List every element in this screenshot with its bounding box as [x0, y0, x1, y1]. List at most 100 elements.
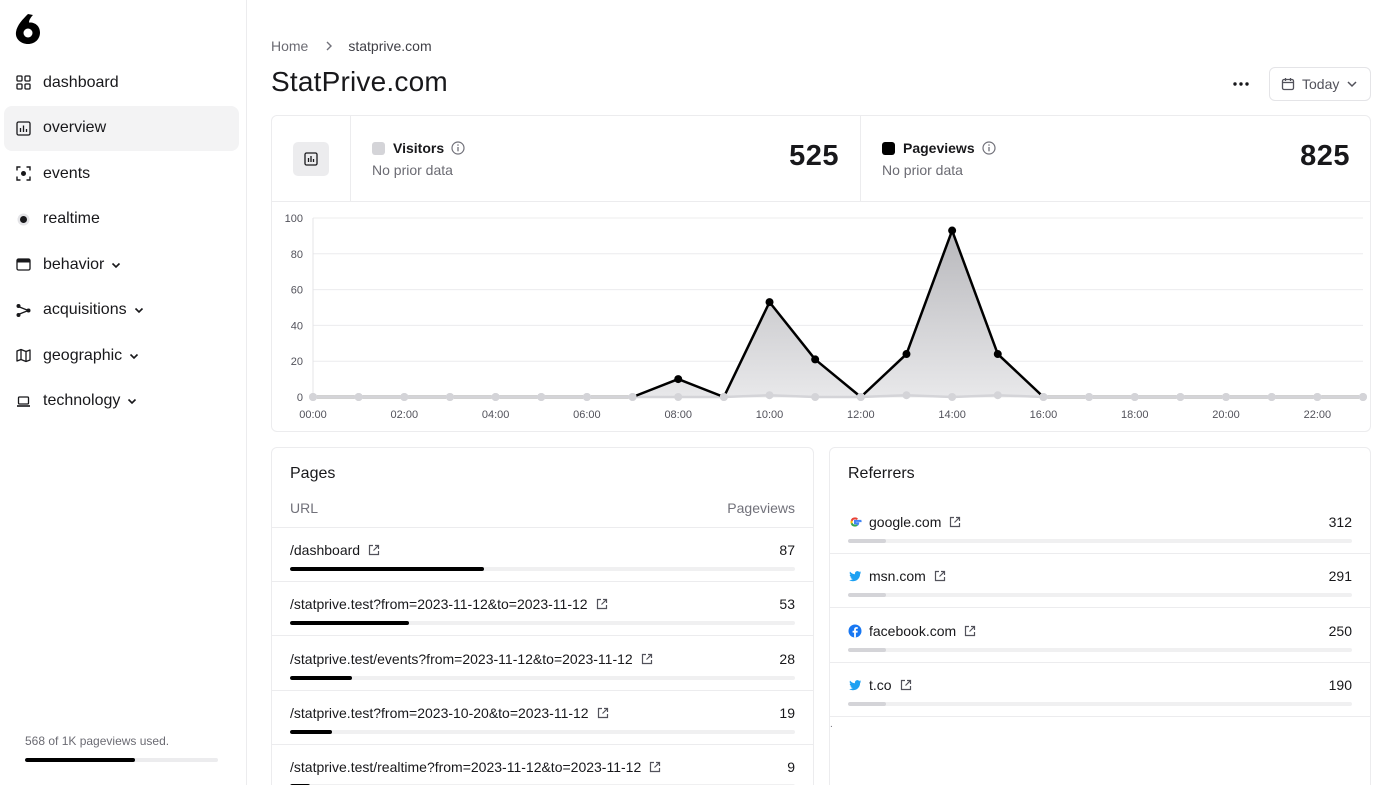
page-row-text: /statprive.test/events?from=2023-11-12&t… — [290, 650, 633, 667]
visitors-point[interactable] — [948, 393, 957, 401]
x-tick-label: 18:00 — [1121, 409, 1149, 421]
visitors-comparison: No prior data — [372, 162, 453, 178]
external-link-icon[interactable] — [964, 625, 976, 637]
pageviews-point[interactable] — [354, 393, 363, 401]
referrer-row-bar-fill — [848, 701, 887, 706]
external-link-icon[interactable] — [597, 707, 609, 719]
sidebar-item-technology[interactable]: technology — [4, 379, 239, 425]
info-icon[interactable] — [982, 141, 996, 155]
pageviews-point[interactable] — [491, 393, 500, 401]
sidebar-item-geographic[interactable]: geographic — [4, 333, 239, 379]
page-row-text: /statprive.test?from=2023-10-20&to=2023-… — [290, 704, 589, 721]
pageviews-point[interactable] — [400, 393, 409, 401]
external-link-icon[interactable] — [649, 761, 661, 773]
pageviews-point[interactable] — [811, 355, 820, 364]
referrer-row[interactable]: google.com 312 — [830, 500, 1370, 554]
date-range-select[interactable]: Today — [1269, 67, 1371, 101]
referrer-row-count: 190 — [1328, 676, 1352, 693]
page-row-count: 28 — [779, 650, 795, 667]
visitors-label: Visitors — [393, 140, 445, 156]
page-row[interactable]: /statprive.test/realtime?from=2023-11-12… — [272, 745, 813, 785]
referrer-row-text: t.co — [869, 676, 892, 693]
referrer-row[interactable]: facebook.com 250 — [830, 609, 1370, 663]
visitors-point[interactable] — [765, 391, 774, 400]
facebook-icon — [848, 624, 862, 638]
pageviews-metric[interactable]: Pageviews No prior data 825 — [861, 116, 1371, 201]
page-row[interactable]: /dashboard 87 — [272, 528, 813, 582]
visitors-point[interactable] — [811, 393, 820, 401]
pageviews-point[interactable] — [445, 393, 454, 401]
sidebar-item-dashboard[interactable]: dashboard — [4, 60, 239, 106]
sidebar-item-behavior[interactable]: behavior — [4, 242, 239, 288]
external-link-icon[interactable] — [596, 598, 608, 610]
info-icon[interactable] — [451, 141, 465, 155]
chart-toggle-cell — [272, 116, 351, 201]
traffic-area-chart[interactable]: 100 80 60 40 20 0 00:00 02:00 04:00 06:00 08:00 10:… — [272, 202, 1370, 432]
pageviews-point[interactable] — [674, 375, 683, 384]
external-link-icon[interactable] — [900, 679, 912, 691]
pageviews-point[interactable] — [902, 350, 911, 359]
browser-icon — [15, 257, 31, 273]
pageviews-point[interactable] — [1176, 393, 1185, 401]
grid-icon — [15, 75, 31, 91]
pageviews-point[interactable] — [1267, 393, 1276, 401]
external-link-icon[interactable] — [949, 516, 961, 528]
visitors-point[interactable] — [674, 393, 683, 401]
pages-panel-title: Pages — [290, 465, 336, 482]
y-tick-label: 40 — [291, 320, 303, 332]
chevron-right-icon — [324, 41, 334, 51]
pageviews-point[interactable] — [948, 226, 957, 235]
pageviews-point[interactable] — [1039, 393, 1048, 401]
external-link-icon[interactable] — [641, 653, 653, 665]
more-options-button[interactable] — [1227, 72, 1255, 96]
visitors-metric[interactable]: Visitors No prior data 525 — [351, 116, 861, 201]
breadcrumb: Home statprive.com — [271, 38, 432, 54]
referrers-panel-title: Referrers — [848, 465, 915, 482]
external-link-icon[interactable] — [368, 544, 380, 556]
referrer-row[interactable]: t.co 190 — [830, 663, 1370, 717]
sidebar-item-overview[interactable]: overview — [4, 105, 239, 151]
pageviews-point[interactable] — [582, 393, 591, 401]
pageviews-line — [313, 229, 1363, 399]
external-link-icon[interactable] — [934, 570, 946, 582]
breadcrumb-home-link[interactable]: Home — [271, 38, 309, 54]
pageviews-point[interactable] — [1085, 393, 1094, 401]
referrer-row-text: google.com — [869, 514, 942, 530]
page-row[interactable]: /statprive.test/events?from=2023-11-12&t… — [272, 637, 813, 691]
referrers-panel: Referrers google.com 312 msn.com 291 faceboo… — [829, 447, 1371, 785]
sidebar-item-realtime[interactable]: realtime — [4, 197, 239, 243]
pageviews-point[interactable] — [719, 393, 728, 401]
more-dots-icon — [1233, 82, 1249, 86]
chevron-down-icon — [126, 395, 138, 407]
usage-bar-fill — [25, 758, 135, 762]
pageviews-legend-swatch — [882, 141, 895, 155]
chart-type-toggle-button[interactable] — [293, 141, 329, 176]
page-row[interactable]: /statprive.test?from=2023-10-20&to=2023-… — [272, 691, 813, 745]
pageviews-point[interactable] — [993, 350, 1002, 359]
pageviews-point[interactable] — [1313, 393, 1322, 401]
referrer-row-count: 291 — [1328, 568, 1352, 585]
sidebar-item-events[interactable]: events — [4, 151, 239, 197]
pageviews-point[interactable] — [309, 393, 317, 401]
page-row-count: 9 — [787, 759, 795, 776]
sidebar-item-acquisitions[interactable]: acquisitions — [4, 288, 239, 334]
usage-meter: 568 of 1K pageviews used. — [25, 734, 218, 762]
page-row[interactable]: /statprive.test?from=2023-11-12&to=2023-… — [272, 582, 813, 637]
visitors-point[interactable] — [993, 391, 1002, 400]
pageviews-point[interactable] — [856, 393, 865, 401]
chevron-down-icon — [128, 350, 140, 362]
statprive-logo-icon[interactable] — [14, 13, 42, 45]
map-icon — [15, 348, 31, 364]
y-tick-label: 20 — [291, 356, 303, 368]
pageviews-point[interactable] — [1359, 393, 1367, 401]
referrer-row[interactable]: msn.com 291 — [830, 554, 1370, 609]
pageviews-point[interactable] — [628, 393, 637, 401]
pageviews-point[interactable] — [1130, 393, 1139, 401]
pageviews-point[interactable] — [1222, 393, 1231, 401]
visitors-point[interactable] — [902, 391, 911, 400]
y-tick-label: 80 — [291, 249, 303, 261]
page-row-count: 87 — [779, 542, 795, 558]
page-row-count: 19 — [779, 704, 795, 721]
pageviews-point[interactable] — [537, 393, 546, 401]
pageviews-point[interactable] — [765, 298, 774, 307]
